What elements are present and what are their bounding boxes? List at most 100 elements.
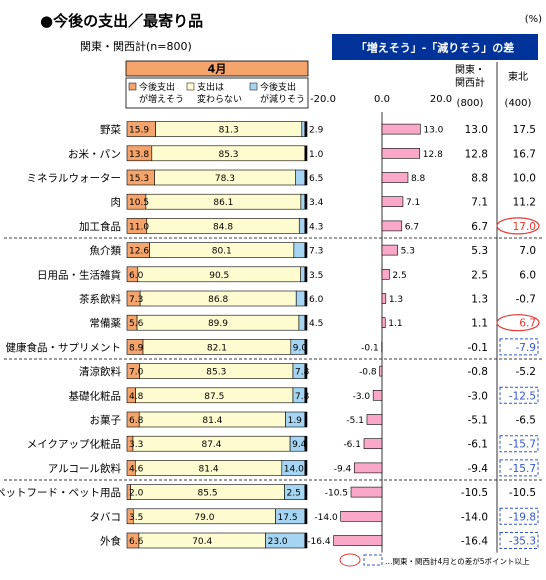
kanto-value: 7.1	[471, 197, 488, 209]
category-label: タバコ	[90, 511, 122, 523]
diff-tick-label: -20.0	[310, 94, 336, 105]
stack-bar-end-cap	[304, 218, 307, 234]
stack-label-increase: 15.3	[129, 174, 149, 184]
stack-label-decrease: 9.4	[292, 440, 307, 450]
diff-label: 13.0	[423, 126, 443, 136]
chart-subtitle: 関東・関西計(n=800)	[80, 39, 192, 53]
diff-bar	[350, 486, 383, 498]
kanto-value: -6.1	[468, 439, 489, 451]
diff-label: -3.0	[353, 392, 371, 402]
diff-bar	[333, 535, 383, 546]
kanto-value: 8.8	[471, 173, 488, 185]
diff-label: -10.5	[325, 489, 348, 499]
diff-label: 8.8	[411, 174, 426, 184]
stack-bar-end-cap	[304, 170, 307, 185]
chart-row: ペットフード・ペット用品 2.0 85.5 2.5 -10.5 -10.5 -10.5	[0, 484, 536, 500]
category-label: 茶系飲料	[79, 293, 121, 306]
kanto-header-line2: 関西計	[455, 76, 485, 89]
chart-row: アルコール飲料 4.6 81.4 14.0 -9.4 -9.4 -15.7	[48, 459, 539, 477]
category-label: 肉	[111, 196, 122, 209]
kanto-value: 12.8	[465, 148, 488, 160]
kanto-value: 1.1	[471, 318, 488, 330]
tohoku-value: 17.5	[513, 124, 536, 136]
chart-row: 肉 10.5 86.1 3.4 7.1 7.1 11.2	[111, 193, 536, 210]
kanto-value: -14.0	[461, 511, 488, 523]
category-label: お菓子	[90, 415, 122, 427]
diff-label: 1.1	[388, 319, 402, 329]
chart-row: 茶系飲料 7.3 86.8 6.0 1.3 1.3 -0.7	[79, 290, 536, 307]
tohoku-value: -15.7	[509, 463, 536, 475]
tohoku-dash-mark	[499, 507, 539, 525]
legend-decrease-label-2: が減りそう	[260, 93, 305, 105]
stack-label-same: 78.3	[215, 174, 235, 184]
stack-label-decrease: 4.3	[309, 222, 323, 232]
stack-label-same: 82.1	[207, 343, 227, 353]
diff-bar	[381, 196, 404, 207]
diff-label: -6.1	[343, 440, 361, 450]
diff-label: 12.8	[423, 150, 443, 160]
tohoku-value: -35.3	[509, 536, 536, 548]
stack-label-same: 81.4	[199, 464, 219, 474]
legend-note-text: …関東・関西計4月との差が5ポイント以上	[385, 556, 530, 566]
stack-bar-end-cap	[304, 194, 307, 210]
tohoku-header-n: (400)	[505, 98, 532, 109]
diff-label: -16.4	[307, 537, 331, 547]
chart-row: 野菜 15.9 81.3 2.9 13.0 13.0 17.5	[100, 121, 536, 137]
stack-label-same: 85.5	[198, 489, 218, 499]
legend-note-dashbox	[363, 554, 383, 566]
legend-decrease-label-1: 今後支出	[260, 81, 296, 93]
kanto-value: -16.4	[461, 536, 488, 548]
chart-row: タバコ 3.5 79.0 17.5 -14.0 -14.0 -19.8	[90, 507, 539, 525]
diff-bar	[353, 462, 383, 474]
tohoku-value: 10.0	[513, 173, 536, 185]
unit-label: (%)	[525, 14, 542, 25]
chart-row: 健康食品・サプリメント 8.9 82.1 9.0 -0.1 -0.1 -7.9	[6, 338, 539, 356]
kanto-value: -10.5	[461, 487, 488, 499]
stack-label-increase: 4.8	[129, 392, 144, 402]
stack-label-same: 80.1	[212, 247, 232, 257]
stack-label-increase: 6.0	[129, 271, 144, 281]
category-label: 清涼飲料	[79, 365, 121, 378]
stack-bar-end-cap	[304, 363, 307, 379]
category-label: お米・パン	[68, 147, 121, 160]
legend-decrease-swatch	[249, 82, 258, 91]
stack-label-increase: 15.9	[129, 126, 149, 136]
diff-label: -0.8	[359, 368, 377, 378]
stack-label-decrease: 6.0	[309, 295, 324, 305]
stack-label-increase: 4.6	[129, 464, 144, 474]
chart-row: 基礎化粧品 4.8 87.5 7.8 -3.0 -3.0 -12.5	[69, 386, 539, 404]
stack-label-decrease: 4.5	[309, 319, 323, 329]
stack-label-same: 86.1	[213, 198, 233, 208]
diff-label: -9.4	[334, 464, 352, 474]
kanto-value: 5.3	[471, 245, 488, 257]
tohoku-dash-mark	[499, 459, 539, 477]
diff-bar	[381, 317, 386, 329]
category-label: 野菜	[100, 124, 121, 136]
legend-box	[125, 77, 309, 109]
kanto-value: -9.4	[468, 463, 489, 475]
stack-bar-end-cap	[304, 460, 307, 476]
stack-label-increase: 2.0	[129, 489, 144, 499]
stack-label-same: 81.4	[202, 416, 222, 426]
stack-label-same: 79.0	[194, 513, 214, 523]
stack-label-increase: 6.8	[129, 416, 144, 426]
stack-label-decrease: 7.3	[309, 247, 323, 257]
stack-label-same: 81.3	[219, 126, 239, 136]
tohoku-circle-mark	[496, 217, 540, 235]
kanto-value: 1.3	[471, 294, 488, 306]
stack-label-increase: 6.6	[129, 537, 144, 547]
stack-label-increase: 8.9	[129, 343, 144, 353]
stack-label-decrease: 9.0	[293, 343, 308, 353]
kanto-value: 13.0	[465, 124, 488, 136]
stack-bar-end-cap	[304, 412, 307, 427]
stack-label-same: 86.8	[208, 295, 228, 305]
category-label: 外食	[100, 535, 121, 548]
tohoku-value: -19.8	[509, 511, 536, 523]
diff-bar	[381, 293, 387, 304]
stack-label-increase: 7.0	[129, 368, 144, 378]
stack-label-increase: 11.0	[129, 222, 149, 232]
tohoku-value: -5.2	[516, 366, 537, 378]
stack-label-same: 87.4	[201, 440, 221, 450]
tohoku-value: -15.7	[509, 439, 536, 451]
